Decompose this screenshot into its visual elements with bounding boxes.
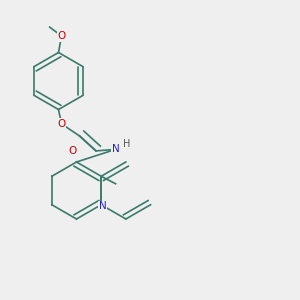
Text: O: O (57, 119, 66, 129)
Text: N: N (99, 201, 106, 211)
Text: O: O (68, 146, 76, 156)
Text: O: O (57, 31, 66, 41)
Text: H: H (123, 139, 130, 149)
Text: N: N (112, 144, 119, 154)
